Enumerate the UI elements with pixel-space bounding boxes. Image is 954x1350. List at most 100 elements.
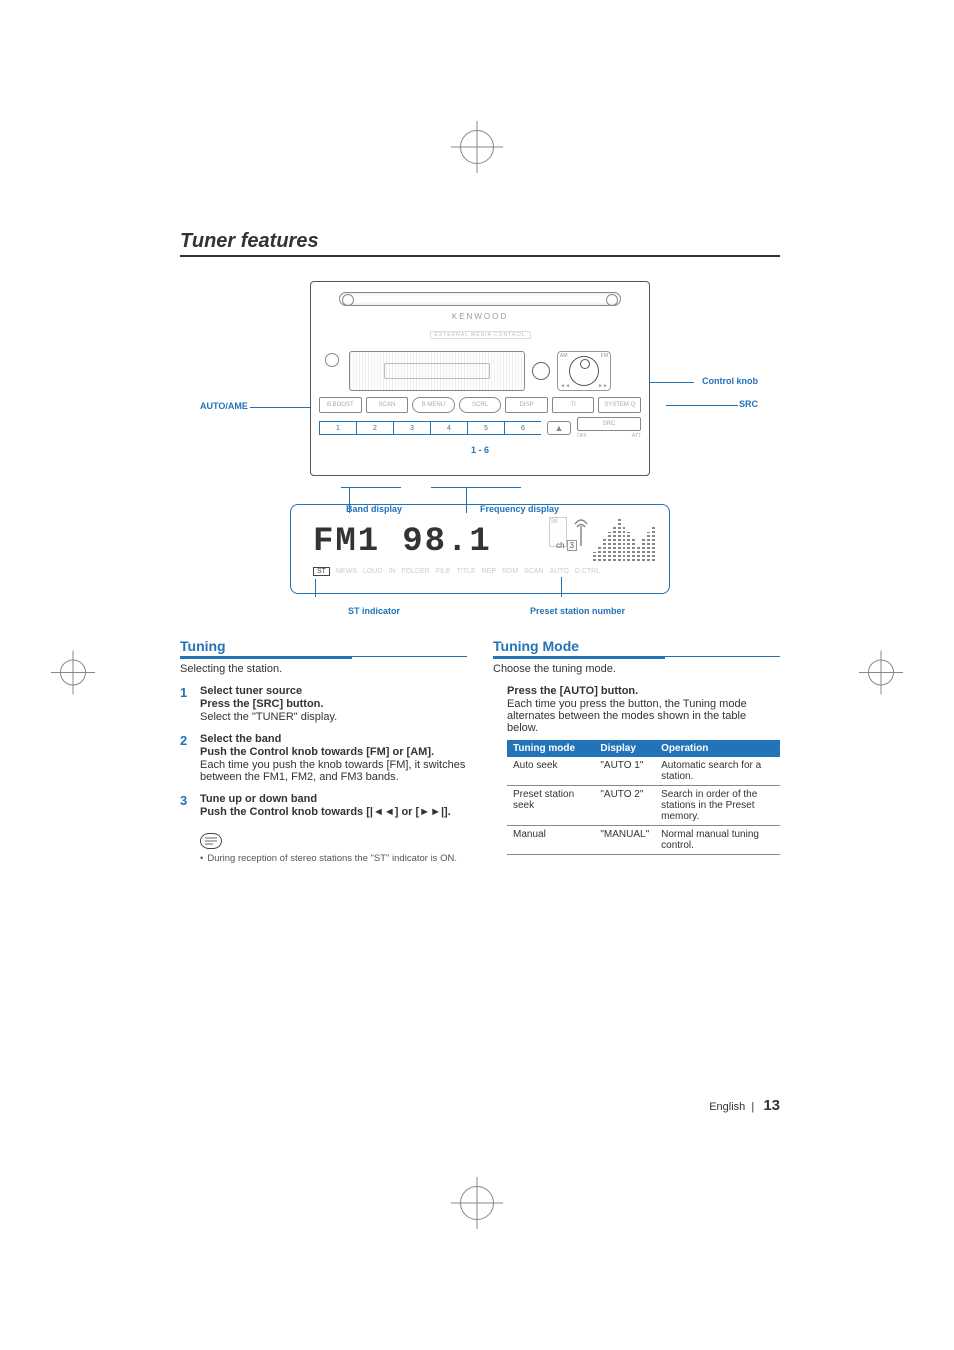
lcd-diagram: Band display Frequency display FM1 98.1 … (270, 504, 690, 594)
lcd-icon: NEWS (336, 568, 357, 575)
preset-caption: 1 - 6 (319, 445, 641, 455)
table-header: Operation (655, 740, 780, 757)
eq-bar (613, 526, 616, 561)
lcd-icon: RDM (502, 568, 518, 575)
eq-bar (652, 526, 655, 561)
lcd-icon: AUTO (549, 568, 568, 575)
step-desc: Each time you push the knob towards [FM]… (200, 759, 465, 783)
eq-bar (608, 532, 611, 561)
step-title: Select the band (200, 733, 281, 745)
step-instruction: Press the [SRC] button. (200, 698, 337, 710)
lcd-icon: D.CTRL (575, 568, 600, 575)
step: 2 Select the bandPush the Control knob to… (180, 733, 467, 783)
tuning-mode-intro: Choose the tuning mode. (493, 663, 780, 675)
eq-bar (598, 546, 601, 561)
frequency-value: 98.1 (402, 523, 492, 561)
preset-station-number-label: Preset station number (530, 606, 625, 616)
table-row: Manual"MANUAL"Normal manual tuning contr… (507, 826, 780, 855)
step-number: 1 (180, 685, 192, 723)
preset-button: 1 (319, 421, 356, 435)
device-button: B.BOOST (319, 397, 362, 413)
callout-src: SRC (739, 399, 758, 409)
note-icon (200, 833, 222, 849)
table-cell: Automatic search for a station. (655, 757, 780, 786)
knob-corner-next: ►► (598, 383, 608, 389)
device-button: SCAN (366, 397, 409, 413)
table-header: Tuning mode (507, 740, 594, 757)
lcd-icon: FOLDER (401, 568, 429, 575)
preset-ch-badge: ch3 (556, 541, 577, 550)
center-button (532, 362, 550, 380)
lcd-icon: REP (482, 568, 496, 575)
device-button: SCRL (459, 397, 502, 413)
step: 3 Tune up or down bandPush the Control kn… (180, 793, 467, 819)
table-row: Preset station seek"AUTO 2"Search in ord… (507, 786, 780, 826)
lcd-icon: SCAN (524, 568, 543, 575)
lcd-icon: ST (313, 567, 330, 576)
device-screen (349, 351, 525, 391)
table-cell: Auto seek (507, 757, 594, 786)
table-cell: Normal manual tuning control. (655, 826, 780, 855)
eq-bar (618, 519, 621, 561)
knob-corner-prev: ◄◄ (560, 383, 570, 389)
eq-bar (647, 532, 650, 561)
step-title: Tune up or down band (200, 793, 317, 805)
power-knob (325, 353, 339, 367)
lcd-icon: LOUD (363, 568, 382, 575)
sub-brand-label: EXTERNAL MEDIA CONTROL (430, 331, 531, 339)
device-diagram: AUTO/AME Control knob SRC KENWOOD EXTERN… (230, 281, 730, 476)
device-button: TI (552, 397, 595, 413)
step-number: 2 (180, 733, 192, 783)
eq-bar (632, 539, 635, 561)
tuning-note: •During reception of stereo stations the… (200, 853, 467, 864)
step-instruction: Push the Control knob towards [|◄◄] or [… (200, 806, 451, 818)
eq-bar (627, 532, 630, 561)
eq-bar (603, 539, 606, 561)
page-footer: English | 13 (709, 1097, 780, 1114)
eject-button: ▲ (547, 421, 571, 435)
table-cell: "AUTO 2" (594, 786, 655, 826)
preset-button: 3 (393, 421, 430, 435)
tuning-mode-instruction: Press the [AUTO] button. (507, 685, 780, 697)
preset-button: 2 (356, 421, 393, 435)
preset-button: 4 (430, 421, 467, 435)
eq-bar (642, 539, 645, 561)
step-desc: Select the "TUNER" display. (200, 711, 337, 723)
table-cell: Manual (507, 826, 594, 855)
step-number: 3 (180, 793, 192, 819)
table-cell: "AUTO 1" (594, 757, 655, 786)
table-header: Display (594, 740, 655, 757)
tuning-mode-table: Tuning modeDisplayOperationAuto seek"AUT… (507, 740, 780, 855)
knob-corner-am: AM (560, 353, 568, 359)
callout-control-knob: Control knob (702, 376, 758, 386)
table-cell: Preset station seek (507, 786, 594, 826)
table-cell: Search in order of the stations in the P… (655, 786, 780, 826)
step-title: Select tuner source (200, 685, 302, 697)
band-value: FM1 (313, 523, 380, 561)
knob-corner-fm: FM (601, 353, 608, 359)
disc-slot (339, 292, 621, 306)
section-title: Tuner features (180, 230, 780, 257)
eq-bar (637, 546, 640, 561)
off-label: OFF (577, 433, 587, 439)
device-button: SYSTEM Q (598, 397, 641, 413)
eq-display (593, 517, 655, 561)
device-button: B MENU (412, 397, 455, 413)
tuning-mode-desc: Each time you press the button, the Tuni… (507, 698, 780, 734)
brand-label: KENWOOD (319, 312, 641, 321)
preset-button: 5 (467, 421, 504, 435)
src-button: SRC (577, 417, 641, 431)
lcd-icon: TITLE (457, 568, 476, 575)
device-button: DISP (505, 397, 548, 413)
table-row: Auto seek"AUTO 1"Automatic search for a … (507, 757, 780, 786)
preset-button: 6 (504, 421, 541, 435)
st-indicator-label: ST indicator (348, 606, 400, 616)
tuning-heading: Tuning (180, 638, 467, 657)
lcd-icon: IN (388, 568, 395, 575)
control-knob: AM FM ◄◄ ►► (557, 351, 611, 391)
step: 1 Select tuner sourcePress the [SRC] butt… (180, 685, 467, 723)
lcd-icon: FILE (436, 568, 451, 575)
tuning-mode-heading: Tuning Mode (493, 638, 780, 657)
step-instruction: Push the Control knob towards [FM] or [A… (200, 746, 467, 758)
callout-auto-ame: AUTO/AME (200, 401, 248, 411)
